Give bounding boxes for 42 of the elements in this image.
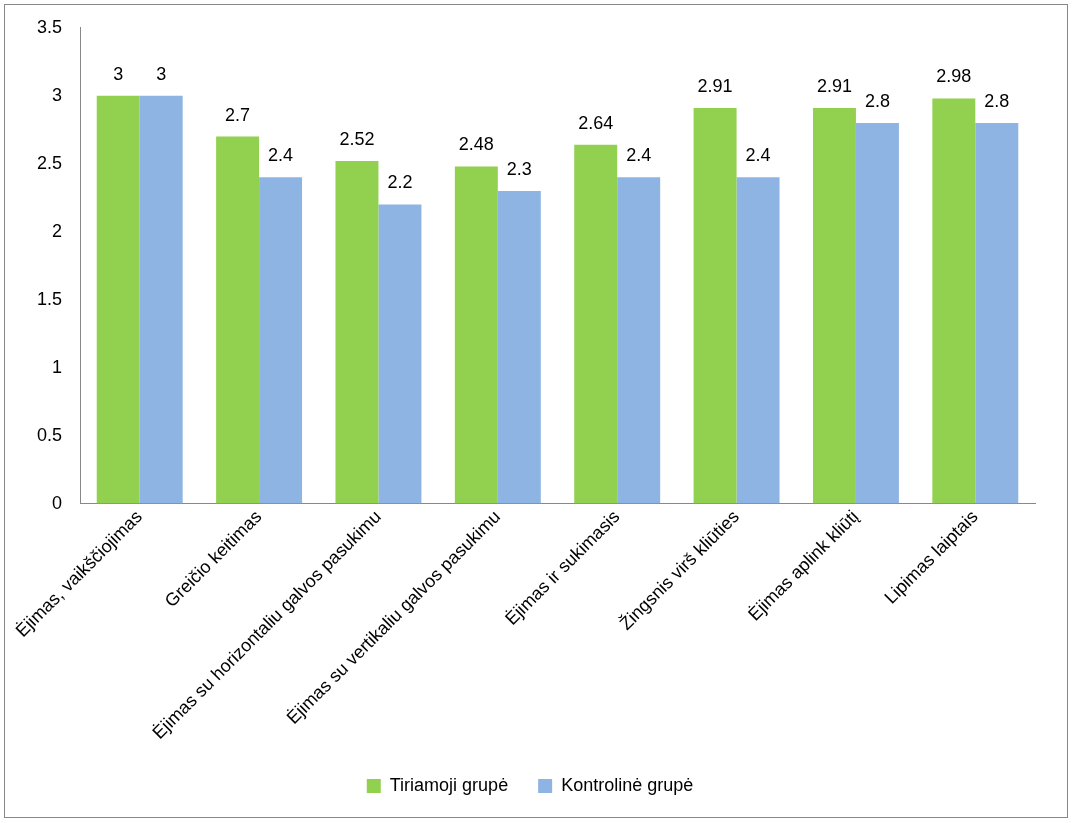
data-label: 2.52 bbox=[339, 128, 375, 149]
bar bbox=[96, 95, 140, 504]
bar bbox=[216, 136, 260, 504]
bar bbox=[335, 161, 379, 504]
bar bbox=[932, 98, 976, 504]
data-label: 2.7 bbox=[225, 104, 251, 125]
bar bbox=[139, 95, 183, 504]
data-label: 3 bbox=[156, 63, 167, 84]
y-tick-label: 3 bbox=[52, 84, 63, 105]
data-label: 2.8 bbox=[864, 90, 890, 111]
y-tick-label: 1 bbox=[52, 356, 63, 377]
bar bbox=[736, 177, 780, 504]
data-label: 2.3 bbox=[506, 158, 532, 179]
legend-label: Kontrolinė grupė bbox=[561, 774, 694, 795]
bar bbox=[378, 204, 422, 504]
y-tick-label: 0 bbox=[52, 492, 63, 513]
data-label: 2.91 bbox=[816, 75, 852, 96]
data-label: 2.91 bbox=[697, 75, 733, 96]
bar bbox=[497, 190, 541, 504]
bar bbox=[855, 122, 899, 504]
bar bbox=[812, 108, 856, 504]
y-tick-label: 1.5 bbox=[36, 288, 63, 309]
bar bbox=[454, 166, 498, 504]
bar bbox=[259, 177, 303, 504]
data-label: 2.98 bbox=[936, 66, 972, 87]
y-tick-label: 2.5 bbox=[36, 152, 63, 173]
legend-label: Tiriamoji grupė bbox=[389, 774, 509, 795]
data-label: 2.2 bbox=[387, 172, 413, 193]
y-tick-label: 0.5 bbox=[36, 424, 63, 445]
y-tick-label: 2 bbox=[52, 220, 63, 241]
y-tick-label: 3.5 bbox=[36, 16, 63, 37]
data-label: 2.64 bbox=[578, 112, 614, 133]
bar bbox=[975, 122, 1019, 504]
data-label: 2.4 bbox=[268, 145, 294, 166]
data-label: 2.48 bbox=[458, 134, 494, 155]
data-label: 2.4 bbox=[745, 145, 771, 166]
data-label: 2.4 bbox=[626, 145, 652, 166]
bar bbox=[693, 108, 737, 504]
bar bbox=[617, 177, 661, 504]
data-label: 3 bbox=[113, 63, 124, 84]
data-label: 2.8 bbox=[984, 90, 1010, 111]
bar bbox=[574, 144, 618, 504]
